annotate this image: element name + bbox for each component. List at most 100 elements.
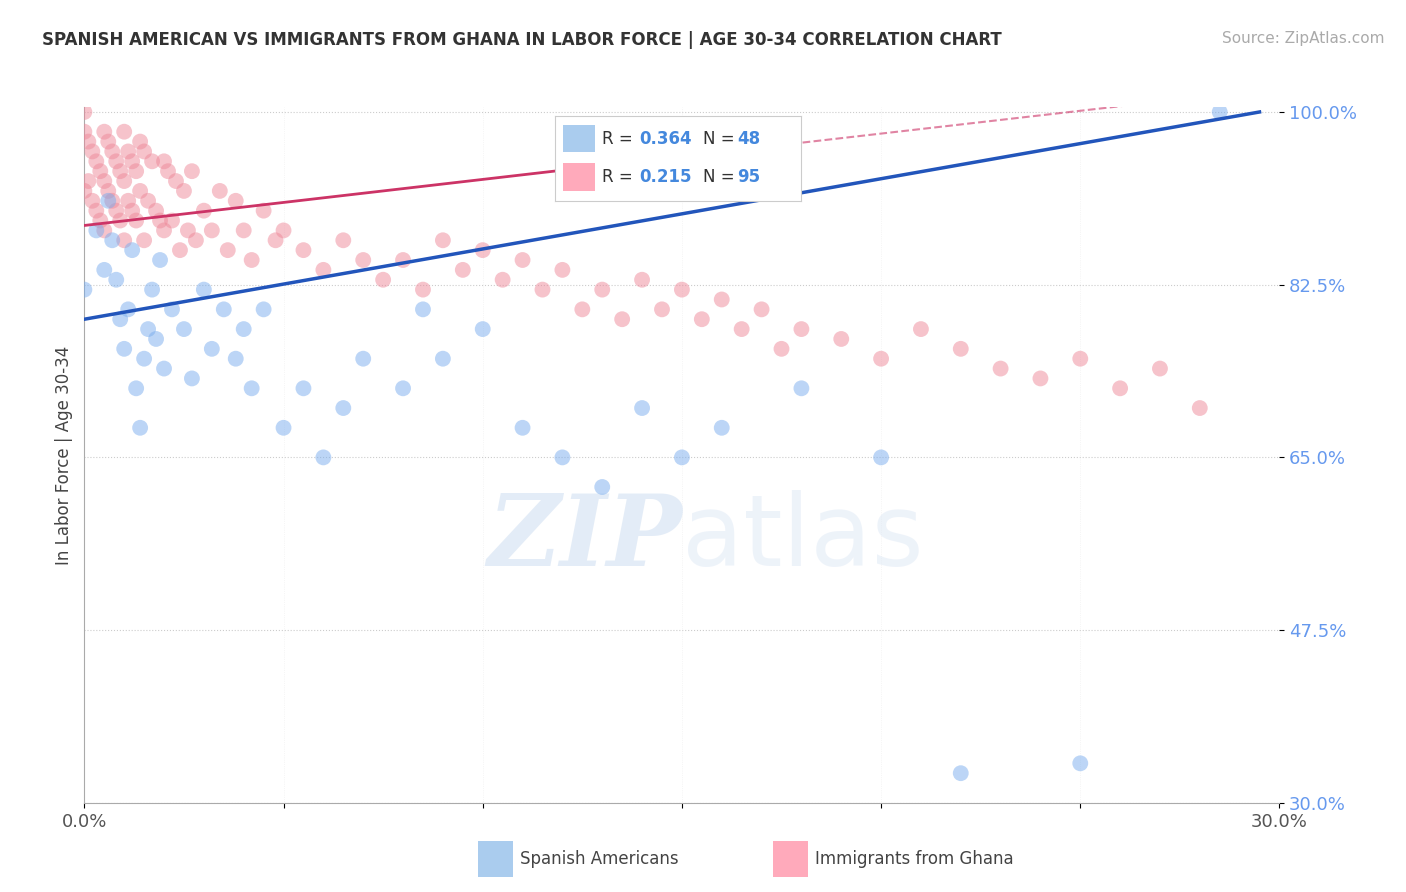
Point <box>73 105 96 120</box>
Point <box>471 322 494 336</box>
Point <box>492 273 515 287</box>
Point <box>1069 756 1091 771</box>
Point <box>292 243 315 257</box>
Point <box>432 233 454 247</box>
Text: Source: ZipAtlas.com: Source: ZipAtlas.com <box>1222 31 1385 46</box>
Point <box>129 421 152 435</box>
Point <box>93 174 115 188</box>
Point <box>1209 105 1232 120</box>
Point <box>97 194 120 208</box>
Point <box>117 145 139 159</box>
Point <box>671 450 693 465</box>
Point <box>790 322 813 336</box>
Point <box>392 381 415 395</box>
Text: atlas: atlas <box>682 490 924 587</box>
Point <box>352 351 374 366</box>
Point <box>332 233 354 247</box>
Point <box>177 223 200 237</box>
Point <box>949 342 972 356</box>
Point <box>169 243 191 257</box>
Point <box>690 312 713 326</box>
Point <box>125 164 148 178</box>
Point <box>631 273 654 287</box>
Point <box>292 381 315 395</box>
Point <box>73 184 96 198</box>
Point <box>117 302 139 317</box>
Point <box>830 332 852 346</box>
Point <box>181 164 204 178</box>
Point <box>225 351 247 366</box>
Point <box>512 421 534 435</box>
Point <box>612 312 634 326</box>
Point <box>153 223 176 237</box>
Point <box>129 184 152 198</box>
Point <box>121 243 143 257</box>
Point <box>112 342 135 356</box>
Point <box>193 283 215 297</box>
Point <box>240 381 263 395</box>
Point <box>129 135 152 149</box>
Point <box>551 263 574 277</box>
Point <box>671 283 693 297</box>
Point <box>73 283 96 297</box>
Point <box>751 302 773 317</box>
Point <box>125 381 148 395</box>
Point <box>591 283 613 297</box>
Point <box>101 233 124 247</box>
Point <box>77 135 100 149</box>
Point <box>121 203 143 218</box>
Point <box>232 223 254 237</box>
Point <box>110 213 132 227</box>
Text: 95: 95 <box>738 168 761 186</box>
Point <box>253 302 276 317</box>
Point <box>531 283 554 297</box>
Point <box>105 154 128 169</box>
Point <box>136 322 159 336</box>
Point <box>591 480 613 494</box>
Point <box>201 342 224 356</box>
Point <box>153 154 176 169</box>
Point <box>110 312 132 326</box>
Point <box>141 283 163 297</box>
Text: Spanish Americans: Spanish Americans <box>520 850 679 868</box>
Point <box>89 213 111 227</box>
Point <box>731 322 754 336</box>
Point <box>165 174 187 188</box>
Point <box>153 361 176 376</box>
Text: SPANISH AMERICAN VS IMMIGRANTS FROM GHANA IN LABOR FORCE | AGE 30-34 CORRELATION: SPANISH AMERICAN VS IMMIGRANTS FROM GHAN… <box>42 31 1002 49</box>
Point <box>273 223 295 237</box>
Text: N =: N = <box>703 168 740 186</box>
Point <box>121 154 143 169</box>
Point <box>201 223 224 237</box>
Point <box>870 351 893 366</box>
Point <box>132 145 156 159</box>
Point <box>160 302 183 317</box>
Point <box>651 302 673 317</box>
Point <box>93 263 115 277</box>
Point <box>101 145 124 159</box>
Point <box>217 243 239 257</box>
Point <box>145 332 167 346</box>
Point <box>112 125 135 139</box>
Point <box>136 194 159 208</box>
Text: N =: N = <box>703 130 740 148</box>
Point <box>225 194 247 208</box>
Text: R =: R = <box>602 168 638 186</box>
Point <box>208 184 231 198</box>
Point <box>105 203 128 218</box>
Point <box>77 174 100 188</box>
Point <box>710 421 733 435</box>
Text: 48: 48 <box>738 130 761 148</box>
Point <box>432 351 454 366</box>
Point <box>253 203 276 218</box>
Point <box>571 302 593 317</box>
Point <box>86 154 108 169</box>
Text: 0.364: 0.364 <box>640 130 692 148</box>
Point <box>157 164 180 178</box>
Point <box>1188 401 1211 415</box>
Point <box>949 766 972 780</box>
FancyBboxPatch shape <box>562 163 595 191</box>
Point <box>145 203 167 218</box>
Y-axis label: In Labor Force | Age 30-34: In Labor Force | Age 30-34 <box>55 345 73 565</box>
Text: R =: R = <box>602 130 638 148</box>
